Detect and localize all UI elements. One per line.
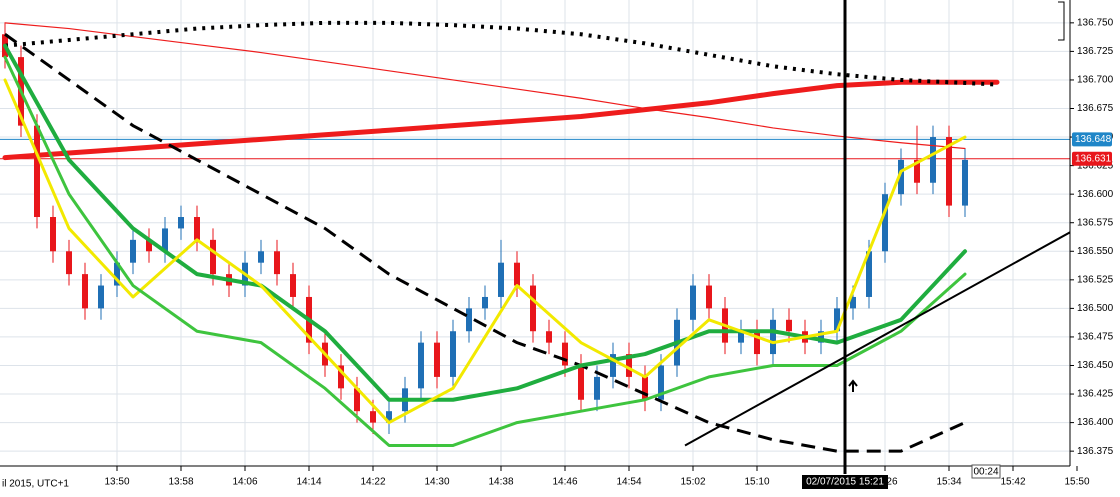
timer: 00:24 [973,467,998,478]
x-tick-label: 13:50 [104,477,129,488]
y-tick-label: 136.425 [1077,389,1114,400]
candle-body [866,251,872,297]
x-tick-label: 14:54 [616,477,641,488]
y-tick-label: 136.475 [1077,332,1114,343]
scale-bracket [1058,1,1065,41]
candle-body [658,365,664,400]
candle-body [98,285,104,309]
candle-body [594,376,600,400]
y-tick-label: 136.600 [1077,189,1114,200]
candle-body [370,411,376,423]
candle-body [578,365,584,400]
indicator-line [4,33,966,453]
candle-body [194,217,200,240]
trend-line [684,231,1070,447]
indicator-line [2,79,1000,161]
x-tick-label: 14:38 [488,477,513,488]
candle-body [114,262,120,286]
crosshair-label-box [802,475,888,489]
indicator-line [3,55,967,447]
candle-body [690,285,696,320]
candle-body [354,388,360,412]
candle-body [562,342,568,366]
y-tick-label: 136.700 [1077,75,1114,86]
candle-body [546,331,552,343]
candle-body [82,274,88,309]
candle-body [50,217,56,252]
indicator-line [3,78,967,425]
x-tick-label: 14:06 [232,477,257,488]
candle-body [706,285,712,309]
candle-body [418,342,424,389]
candle-body [818,331,824,343]
x-tick-label: 13:58 [168,477,193,488]
candle-body [434,342,440,377]
candle-body [946,137,952,206]
candle-body [914,159,920,183]
candle-body [754,331,760,355]
x-tick-label: 15:34 [936,477,961,488]
x-axis-note: il 2015, UTC+1 [2,479,69,490]
indicator-line [4,22,966,150]
price-label: 136.648 [1075,134,1112,145]
plot [0,20,1070,453]
candle-body [642,376,648,400]
price-label-box [1072,151,1112,166]
y-tick-label: 136.375 [1077,446,1114,457]
candle-body [130,239,136,263]
candle-body [290,274,296,297]
arrow-up [848,379,858,392]
crosshair-label: 02/07/2015 15:21 [806,477,884,488]
candle-body [786,319,792,332]
x-tick-label: 15:42 [1000,477,1025,488]
candle-body [482,296,488,309]
y-tick-label: 136.675 [1077,103,1114,114]
candle-body [610,354,616,377]
candle-body [834,308,840,332]
candle-body [514,262,520,286]
y-tick-label: 136.400 [1077,417,1114,428]
candle-body [146,239,152,252]
candle-body [386,411,392,423]
x-tick-label: 15:50 [1064,477,1089,488]
y-tick-label: 136.550 [1077,246,1114,257]
candle-body [898,159,904,195]
candle-body [258,251,264,263]
candle-body [930,137,936,183]
candle-body [34,125,40,218]
candle-body [962,159,968,206]
candle-body [770,319,776,355]
y-tick-label: 136.750 [1077,17,1114,28]
price-label-box [1072,132,1112,147]
y-tick-label: 136.525 [1077,274,1114,285]
y-tick-label: 136.500 [1077,303,1114,314]
candle-body [466,308,472,332]
candle-body [178,217,184,229]
candle-body [450,331,456,377]
candle-body [274,251,280,275]
x-tick-label: 14:22 [360,477,385,488]
y-tick-label: 136.575 [1077,217,1114,228]
candle-body [162,228,168,252]
y-tick-label: 136.725 [1077,46,1114,57]
timer-box [971,464,1001,479]
price-label: 136.631 [1075,153,1112,164]
x-tick-label: 15:02 [680,477,705,488]
candle-body [850,296,856,309]
candle-body [626,354,632,377]
y-tick-label: 136.450 [1077,360,1114,371]
candle-body [882,194,888,252]
x-tick-label: 15:10 [744,477,769,488]
x-tick-label: 14:14 [296,477,321,488]
x-tick-label: 14:30 [424,477,449,488]
x-tick-label: 14:46 [552,477,577,488]
candle-body [498,262,504,297]
candle-body [738,331,744,343]
candle-body [338,365,344,389]
candle-body [66,251,72,275]
candle-body [210,239,216,275]
candle-body [530,285,536,332]
